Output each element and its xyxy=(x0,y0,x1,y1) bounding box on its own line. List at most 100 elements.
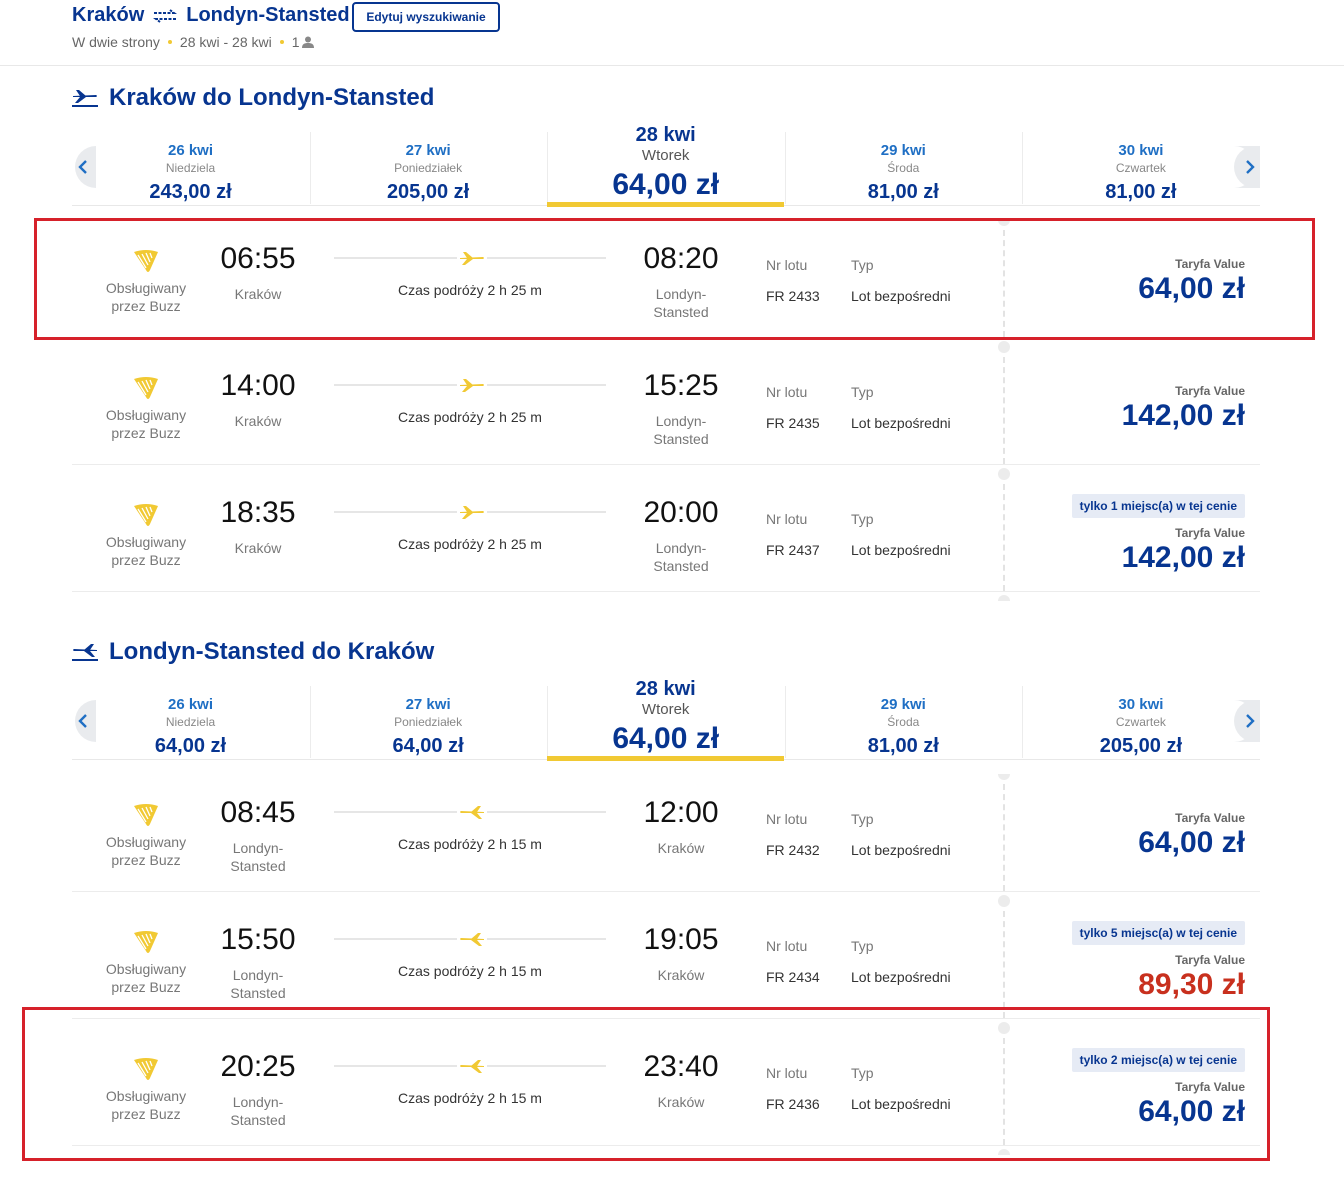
operator: Obsługiwany przez Buzz xyxy=(105,961,187,995)
airline-logo-svg xyxy=(134,931,158,953)
date-option[interactable]: 26 kwi Niedziela 64,00 zł xyxy=(72,696,309,758)
notch xyxy=(998,220,1010,226)
departure-city: Londyn-Stansted xyxy=(230,840,286,874)
availability-badge: tylko 1 miejsc(a) w tej cenie xyxy=(1071,494,1245,518)
date: 27 kwi xyxy=(405,696,451,713)
plane-icon-svg xyxy=(460,252,484,265)
next-arrow-svg xyxy=(1234,700,1276,742)
trip-type: W dwie strony xyxy=(72,34,160,50)
flight-no-label: Nr lotu xyxy=(766,811,808,827)
route-heading: Kraków Londyn-Stansted xyxy=(72,4,350,27)
swap-icon xyxy=(153,8,178,23)
date: 29 kwi xyxy=(880,696,926,713)
operator: Obsługiwany przez Buzz xyxy=(105,534,187,568)
flight-number: FR 2436 xyxy=(766,1096,820,1112)
date: 29 kwi xyxy=(880,142,926,159)
date-option[interactable]: 30 kwi Czwartek 81,00 zł xyxy=(1022,142,1259,204)
type-label: Typ xyxy=(851,1065,874,1081)
ticket-divider xyxy=(1003,484,1005,591)
plane-icon-svg xyxy=(460,379,484,392)
date-option[interactable]: 30 kwi Czwartek 205,00 zł xyxy=(1022,696,1259,758)
row-divider xyxy=(72,591,1260,592)
prev-arrow[interactable] xyxy=(72,700,96,747)
person-icon xyxy=(301,36,314,48)
weekday: Środa xyxy=(887,715,920,729)
notch xyxy=(998,474,1010,480)
date-divider xyxy=(547,686,549,758)
ticket-divider xyxy=(1003,230,1005,337)
weekday: Wtorek xyxy=(641,147,690,164)
weekday: Wtorek xyxy=(641,701,690,718)
weekday: Niedziela xyxy=(165,715,216,729)
date-option[interactable]: 28 kwi Wtorek 64,00 zł xyxy=(547,124,784,202)
flight-price[interactable]: 142,00 zł xyxy=(1121,541,1245,574)
arrival-city: Londyn-Stansted xyxy=(653,540,709,574)
date-price: 64,00 zł xyxy=(612,168,720,201)
weekday: Poniedziałek xyxy=(394,161,463,175)
arrival-time: 20:00 xyxy=(643,496,719,529)
trip-dates: 28 kwi - 28 kwi xyxy=(179,34,272,50)
fare-label: Taryfa Value xyxy=(1175,526,1245,540)
departure-city: Kraków xyxy=(234,413,282,429)
plane-icon xyxy=(457,931,487,952)
passengers: 1 xyxy=(291,34,300,50)
duration: Czas podróży 2 h 15 m xyxy=(398,1090,542,1106)
arrival-city: Kraków xyxy=(657,840,705,856)
flight-number: FR 2434 xyxy=(766,969,820,985)
date-option[interactable]: 28 kwi Wtorek 64,00 zł xyxy=(547,678,784,756)
plane-icon xyxy=(457,1058,487,1079)
ticket-divider xyxy=(1003,784,1005,891)
airline-logo xyxy=(132,929,160,960)
arrival-time: 15:25 xyxy=(643,369,719,402)
date: 30 kwi xyxy=(1118,696,1164,713)
flight-price[interactable]: 64,00 zł xyxy=(1138,272,1245,305)
departure-time: 18:35 xyxy=(220,496,296,529)
notch xyxy=(998,1022,1010,1028)
date-price: 64,00 zł xyxy=(154,735,227,757)
type-label: Typ xyxy=(851,811,874,827)
type-label: Typ xyxy=(851,938,874,954)
date: 26 kwi xyxy=(167,696,214,713)
section-icon xyxy=(72,642,98,667)
date-option[interactable]: 26 kwi Niedziela 243,00 zł xyxy=(72,142,309,204)
departure-city: Kraków xyxy=(234,540,282,556)
flight-no-label: Nr lotu xyxy=(766,938,808,954)
date-option[interactable]: 27 kwi Poniedziałek 64,00 zł xyxy=(310,696,547,758)
operator: Obsługiwany przez Buzz xyxy=(105,834,187,868)
flight-price[interactable]: 64,00 zł xyxy=(1138,826,1245,859)
type-label: Typ xyxy=(851,384,874,400)
next-arrow[interactable] xyxy=(1234,700,1276,747)
date-price: 81,00 zł xyxy=(1105,181,1177,203)
date-option[interactable]: 29 kwi Środa 81,00 zł xyxy=(785,696,1022,758)
departure-time: 14:00 xyxy=(220,369,296,402)
airline-logo-svg xyxy=(134,504,158,526)
date-divider xyxy=(309,686,311,758)
airline-logo-svg xyxy=(134,804,158,826)
notch xyxy=(998,347,1010,353)
flight-type: Lot bezpośredni xyxy=(851,542,951,558)
fare-label: Taryfa Value xyxy=(1175,257,1245,271)
flight-price[interactable]: 89,30 zł xyxy=(1138,968,1245,1001)
airline-logo-svg xyxy=(134,250,158,272)
notch xyxy=(998,774,1010,780)
next-arrow[interactable] xyxy=(1234,146,1276,193)
arrival-city: Kraków xyxy=(657,967,705,983)
weekday: Niedziela xyxy=(165,161,216,175)
departure-time: 20:25 xyxy=(220,1050,296,1083)
edit-search-button[interactable]: Edytuj wyszukiwanie xyxy=(352,2,500,32)
fare-label: Taryfa Value xyxy=(1175,1080,1245,1094)
selected-underline xyxy=(547,756,785,761)
airline-logo xyxy=(132,248,160,279)
flight-price[interactable]: 142,00 zł xyxy=(1121,399,1245,432)
section-title: Kraków do Londyn-Stansted xyxy=(109,84,435,111)
prev-arrow[interactable] xyxy=(72,146,96,193)
selected-underline xyxy=(547,202,785,207)
plane-icon xyxy=(457,377,487,398)
airline-logo xyxy=(132,375,160,406)
date-option[interactable]: 29 kwi Środa 81,00 zł xyxy=(785,142,1022,204)
flight-price[interactable]: 64,00 zł xyxy=(1138,1095,1245,1128)
date-divider xyxy=(309,132,311,204)
date-option[interactable]: 27 kwi Poniedziałek 205,00 zł xyxy=(310,142,547,204)
row-divider xyxy=(72,464,1260,465)
